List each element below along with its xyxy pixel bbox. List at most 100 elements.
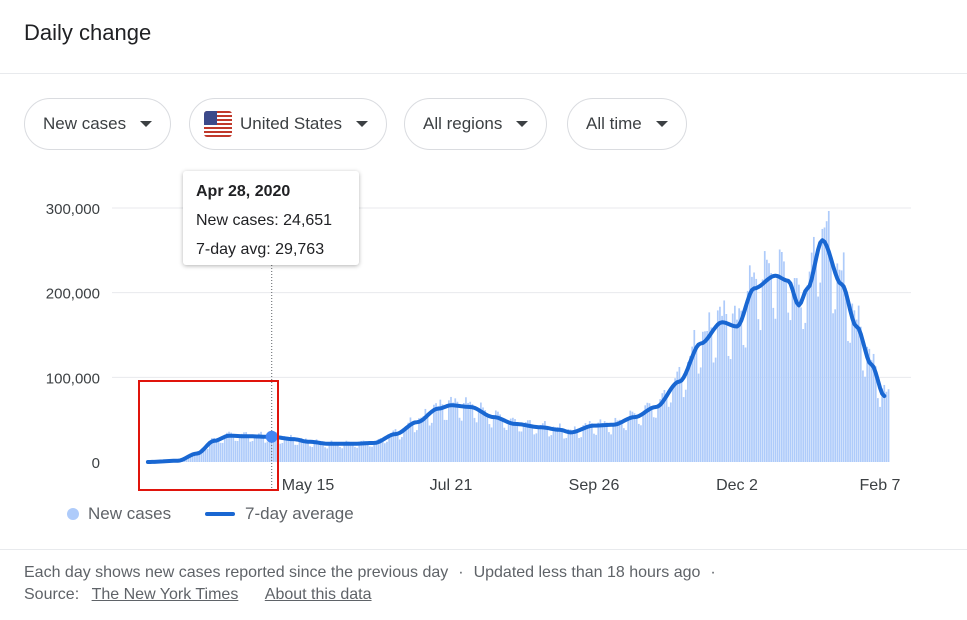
- divider: [0, 73, 967, 74]
- new-cases-bar: [578, 438, 580, 462]
- new-cases-bar: [390, 432, 393, 462]
- new-cases-bar: [556, 427, 559, 462]
- new-cases-bar: [386, 441, 388, 462]
- new-cases-bar: [287, 437, 290, 462]
- new-cases-bar: [748, 265, 751, 462]
- new-cases-bar: [687, 362, 689, 462]
- new-cases-bar: [872, 353, 875, 462]
- new-cases-bar: [377, 438, 380, 462]
- new-cases-bar: [887, 389, 890, 462]
- new-cases-bar: [251, 440, 254, 462]
- new-cases-bar: [725, 314, 728, 462]
- footer-description: Each day shows new cases reported since …: [24, 564, 449, 581]
- cases-chart[interactable]: 0 100,000 200,000 300,000 May 15 Jul 21 Sep 2…: [0, 160, 967, 500]
- new-cases-bar: [614, 417, 617, 462]
- new-cases-bar: [332, 442, 335, 462]
- new-cases-bar: [603, 421, 606, 462]
- country-dropdown[interactable]: United States: [189, 98, 388, 150]
- new-cases-bar: [780, 252, 783, 462]
- new-cases-bar: [791, 289, 794, 462]
- y-tick-label: 0: [92, 455, 100, 472]
- new-cases-bar: [573, 426, 576, 462]
- about-data-link[interactable]: About this data: [264, 586, 372, 603]
- y-axis-labels: 0 100,000 200,000 300,000: [46, 201, 100, 472]
- new-cases-bar: [266, 441, 269, 462]
- new-cases-bar: [783, 261, 785, 462]
- new-cases-bar: [593, 433, 595, 462]
- new-cases-bar: [360, 440, 363, 462]
- new-cases-bar: [465, 397, 467, 462]
- time-dropdown[interactable]: All time: [567, 98, 687, 150]
- new-cases-bar: [648, 403, 651, 462]
- new-cases-bar: [441, 404, 444, 462]
- new-cases-bar: [798, 284, 800, 462]
- new-cases-bar: [452, 402, 454, 462]
- new-cases-bar: [379, 438, 382, 462]
- new-cases-bar: [189, 456, 192, 462]
- new-cases-bar: [627, 418, 630, 462]
- legend-new-cases[interactable]: New cases: [67, 504, 171, 524]
- new-cases-bar: [815, 264, 817, 462]
- new-cases-bar: [806, 285, 809, 462]
- card-title: Daily change: [24, 20, 152, 45]
- new-cases-bar: [744, 347, 747, 462]
- new-cases-bar: [830, 259, 832, 462]
- new-cases-bar: [751, 276, 753, 462]
- new-cases-bar: [883, 384, 886, 462]
- new-cases-bar: [488, 424, 491, 462]
- new-cases-bar: [810, 252, 813, 462]
- new-cases-bar: [345, 440, 348, 462]
- new-cases-bar: [522, 424, 525, 462]
- new-cases-bar: [859, 326, 862, 462]
- metric-dropdown[interactable]: New cases: [24, 98, 172, 150]
- new-cases-bar: [334, 442, 337, 462]
- new-cases-bar: [629, 410, 632, 462]
- new-cases-bar: [422, 416, 425, 462]
- new-cases-bar: [842, 252, 845, 462]
- new-cases-bar: [623, 428, 625, 462]
- new-cases-bar: [874, 366, 877, 462]
- new-cases-bar: [215, 438, 218, 462]
- new-cases-bar: [618, 419, 621, 462]
- new-cases-bar: [281, 442, 284, 462]
- new-cases-bar: [407, 422, 410, 462]
- new-cases-bar: [398, 439, 401, 462]
- new-cases-bar: [650, 409, 653, 462]
- new-cases-bar: [676, 371, 679, 462]
- legend-average[interactable]: 7-day average: [205, 504, 354, 524]
- new-cases-bar: [680, 382, 683, 462]
- new-cases-bar: [821, 228, 824, 462]
- new-cases-bar: [635, 416, 638, 462]
- new-cases-bar: [665, 398, 668, 462]
- new-cases-bar: [817, 296, 819, 462]
- new-cases-bar: [608, 432, 610, 462]
- dot-icon: [67, 508, 79, 520]
- new-cases-bar: [770, 273, 773, 462]
- new-cases-bar: [454, 398, 457, 462]
- new-cases-bar: [832, 313, 834, 462]
- new-cases-bar: [633, 413, 636, 462]
- new-cases-bar: [226, 432, 228, 462]
- new-cases-bar: [313, 440, 316, 462]
- new-cases-bar: [682, 397, 685, 462]
- new-cases-bar: [586, 425, 589, 462]
- new-cases-bar: [317, 441, 320, 462]
- source-link[interactable]: The New York Times: [91, 586, 239, 603]
- new-cases-bar: [255, 434, 258, 462]
- new-cases-bar: [480, 402, 482, 462]
- new-cases-bar: [569, 429, 572, 462]
- new-cases-bar: [879, 406, 881, 462]
- new-cases-bar: [356, 447, 358, 462]
- new-cases-bar: [885, 391, 888, 462]
- line-icon: [205, 512, 235, 516]
- new-cases-bar: [445, 419, 448, 462]
- new-cases-bar: [637, 423, 640, 462]
- new-cases-bar: [840, 270, 843, 462]
- new-cases-bar: [849, 342, 851, 462]
- new-cases-bar: [477, 408, 480, 462]
- new-cases-bar: [349, 442, 352, 462]
- footer-separator: ·: [458, 564, 464, 581]
- region-dropdown[interactable]: All regions: [404, 98, 548, 150]
- new-cases-bar: [704, 331, 706, 462]
- new-cases-bar: [742, 344, 745, 462]
